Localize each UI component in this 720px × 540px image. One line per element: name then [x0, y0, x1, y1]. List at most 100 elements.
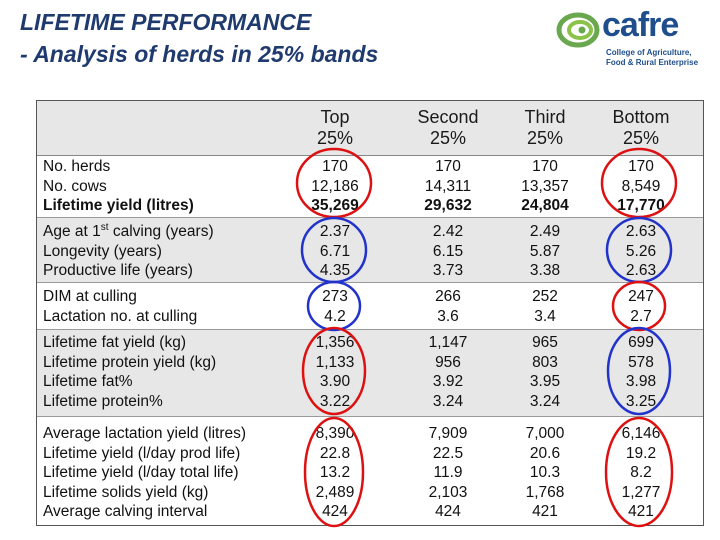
table-cell: 247 — [628, 288, 654, 305]
table-cell: Lactation no. at culling — [43, 307, 198, 325]
table-cell: 35,269 — [311, 197, 359, 214]
table-cell: 3.73 — [432, 262, 464, 279]
table-cell: 424 — [435, 503, 461, 520]
table-cell: 12,186 — [311, 177, 359, 195]
table-cell: 170 — [322, 158, 348, 175]
table-cell: 10.3 — [529, 464, 561, 481]
table-cell: Lifetime solids yield (kg) — [43, 483, 209, 501]
row-labels: DIM at culling Lactation no. at culling — [43, 287, 197, 326]
table-cell: Third — [524, 107, 566, 127]
table-cell: 24,804 — [521, 197, 569, 214]
table-cell: 2.7 — [630, 307, 652, 325]
table-cell: 3.92 — [432, 373, 464, 390]
table-cell: 3.4 — [534, 307, 556, 325]
table-cell: 22.5 — [432, 444, 464, 462]
table-cell: 2.63 — [625, 262, 657, 279]
table-cell: 956 — [435, 353, 461, 371]
table-cell: Bottom — [612, 107, 670, 127]
table-cell: Lifetime protein% — [43, 392, 163, 410]
table-cell: Lifetime protein yield (kg) — [43, 353, 217, 371]
third-25-values: 7,000 20.6 10.3 1,768 421 — [500, 424, 590, 522]
table-cell: 25% — [526, 128, 564, 148]
top-25-values: 2.37 6.71 4.35 — [290, 222, 380, 281]
table-cell: 3.6 — [437, 307, 459, 325]
table-cell: 5.26 — [625, 242, 657, 260]
herd-performance-table: Top 25% Second 25% Third 25% Bottom 25% … — [36, 100, 704, 526]
table-cell: 29,632 — [424, 197, 472, 214]
table-cell: 8,390 — [315, 425, 355, 442]
table-cell: 11.9 — [433, 464, 463, 481]
table-cell: 14,311 — [424, 177, 472, 195]
table-cell: 170 — [532, 158, 558, 175]
table-cell: 3.95 — [529, 373, 561, 390]
table-cell: 578 — [628, 353, 654, 371]
row-labels: Lifetime fat yield (kg) Lifetime protein… — [43, 333, 216, 411]
third-25-values: 965 803 3.95 3.24 — [500, 333, 590, 411]
logo-subtitle-line-2: Food & Rural Enterprise — [606, 58, 699, 67]
title-line-2: - Analysis of herds in 25% bands — [20, 41, 379, 67]
table-cell: No. cows — [43, 177, 107, 195]
third-25-values: 170 13,357 24,804 — [500, 157, 590, 216]
table-cell: 421 — [628, 503, 654, 520]
table-cell: 170 — [628, 158, 654, 175]
table-cell: Age at 1 — [43, 223, 101, 240]
table-cell: 1,133 — [315, 353, 355, 371]
table-cell: 19.2 — [625, 444, 657, 462]
table-cell: Lifetime fat% — [43, 373, 133, 390]
table-cell: 13,357 — [521, 177, 569, 195]
second-25-values: 1,147 956 3.92 3.24 — [403, 333, 493, 411]
top-25-values: 170 12,186 35,269 — [290, 157, 380, 216]
table-cell: 2,103 — [428, 483, 468, 501]
table-cell: No. herds — [43, 158, 111, 175]
table-cell: 3.98 — [625, 373, 657, 390]
table-header-row: Top 25% Second 25% Third 25% Bottom 25% — [37, 101, 703, 156]
table-cell: 266 — [435, 288, 461, 305]
table-cell: 25% — [622, 128, 660, 148]
table-cell: 5.87 — [529, 242, 561, 260]
table-cell: 3.25 — [625, 392, 657, 410]
bottom-25-values: 2.63 5.26 2.63 — [596, 222, 686, 281]
table-cell: Lifetime yield (litres) — [43, 197, 194, 214]
table-cell: 2.63 — [625, 223, 657, 240]
table-cell: 1,147 — [428, 334, 468, 351]
top-25-values: 273 4.2 — [290, 287, 380, 326]
row-labels: No. herds No. cows Lifetime yield (litre… — [43, 157, 194, 216]
table-cell: 252 — [532, 288, 558, 305]
table-cell: 25% — [429, 128, 467, 148]
table-cell: 25% — [316, 128, 354, 148]
logo-subtitle: College of Agriculture, Food & Rural Ent… — [606, 48, 698, 68]
table-cell: 6,146 — [621, 425, 661, 442]
table-cell: 20.6 — [529, 444, 561, 462]
table-row-herd-counts: No. herds No. cows Lifetime yield (litre… — [37, 155, 703, 218]
table-cell: Longevity (years) — [43, 242, 162, 260]
table-cell: DIM at culling — [43, 288, 137, 305]
table-cell: 3.90 — [319, 373, 351, 390]
page-title: LIFETIME PERFORMANCE - Analysis of herds… — [20, 6, 378, 70]
table-cell: 803 — [532, 353, 558, 371]
row-labels: Age at 1st calving (years) Longevity (ye… — [43, 222, 214, 281]
table-cell: 1,277 — [621, 483, 661, 501]
top-25-values: 8,390 22.8 13.2 2,489 424 — [290, 424, 380, 522]
table-cell: 1,768 — [525, 483, 565, 501]
table-cell: 17,770 — [617, 197, 665, 214]
table-cell: 2,489 — [315, 483, 355, 501]
table-cell: 965 — [532, 334, 558, 351]
table-row-fat-protein: Lifetime fat yield (kg) Lifetime protein… — [37, 330, 703, 417]
header-second-25: Second 25% — [403, 107, 493, 149]
table-row-yields: Average lactation yield (litres) Lifetim… — [37, 417, 703, 525]
title-line-1: LIFETIME PERFORMANCE — [20, 9, 312, 35]
table-cell: 4.35 — [319, 262, 351, 279]
table-cell: Average lactation yield (litres) — [43, 425, 247, 442]
second-25-values: 170 14,311 29,632 — [403, 157, 493, 216]
table-cell: Second — [417, 107, 479, 127]
third-25-values: 2.49 5.87 3.38 — [500, 222, 590, 281]
table-cell: 2.42 — [432, 223, 464, 240]
table-cell: Lifetime yield (l/day prod life) — [43, 444, 241, 462]
table-cell: 7,000 — [525, 425, 565, 442]
cafre-swirl-icon — [556, 12, 600, 48]
header-bottom-25: Bottom 25% — [596, 107, 686, 149]
table-cell: 3.24 — [432, 392, 464, 410]
table-cell: 421 — [532, 503, 558, 520]
top-25-values: 1,356 1,133 3.90 3.22 — [290, 333, 380, 411]
bottom-25-values: 247 2.7 — [596, 287, 686, 326]
